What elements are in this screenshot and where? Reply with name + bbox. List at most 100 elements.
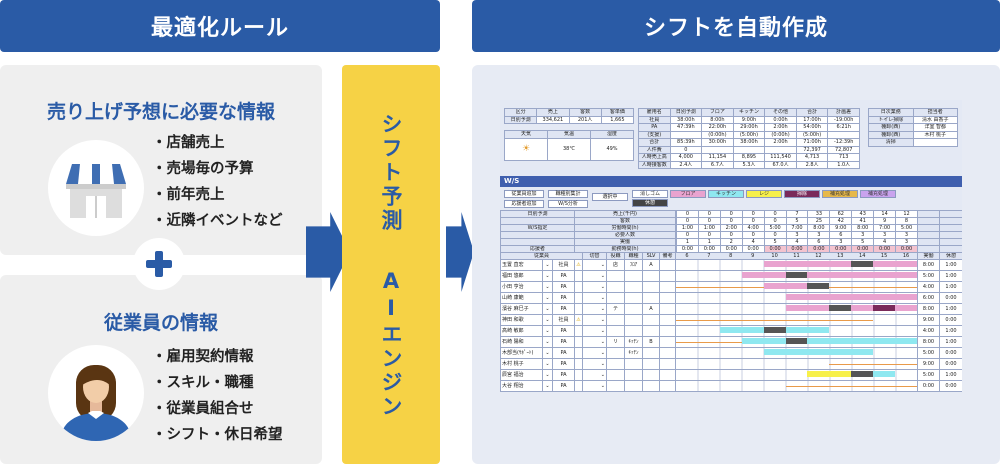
shift-timeline[interactable] <box>675 292 918 304</box>
hour-value: 2:00 <box>719 225 742 231</box>
table-row: ☀ 38℃ 49% <box>504 137 634 161</box>
palette-0[interactable]: 消しゴム <box>632 190 668 198</box>
shift-bar[interactable] <box>785 338 808 344</box>
employee-name-select[interactable]: 木部当(ｻﾎﾟｰﾄ) <box>500 347 543 359</box>
shift-bar[interactable] <box>741 272 917 278</box>
table-row: トイレ掃除 清水 由香子 <box>868 115 958 124</box>
add-support-button[interactable]: 応援者追加 <box>504 200 544 208</box>
employee-name-select[interactable]: 小田 亨治 <box>500 281 543 293</box>
sales-info-item: ・近隣イベントなど <box>152 213 283 229</box>
employee-name-select[interactable]: 辰宮 福治 <box>500 369 543 381</box>
switch-select[interactable]: ⌄ <box>582 259 607 271</box>
shift-bar[interactable] <box>807 371 852 377</box>
table-cell: 合計 <box>638 138 671 147</box>
shift-bar[interactable] <box>829 305 852 311</box>
palette-break[interactable]: 休憩 <box>632 199 668 207</box>
job-summary-button[interactable]: 職種別集計 <box>548 190 588 198</box>
add-employee-button[interactable]: 従業員追加 <box>504 190 544 198</box>
table-cell: 8:00h <box>701 115 734 124</box>
shift-bar[interactable] <box>763 349 874 355</box>
shift-bar[interactable] <box>873 305 896 311</box>
switch-select[interactable]: ⌄ <box>582 325 607 337</box>
shift-bar[interactable] <box>741 338 917 344</box>
employee-name-select[interactable]: 福田 悠郎 <box>500 270 543 282</box>
slv-header: SLV <box>642 252 660 260</box>
palette-4[interactable]: 掃除 <box>784 190 820 198</box>
hour-value: 5 <box>851 239 873 245</box>
employee-row: 辰宮 福治 ⌄ PA ⌄ 5:00 1:00 <box>500 369 962 381</box>
warning-icon <box>574 292 583 304</box>
switch-select[interactable]: ⌄ <box>582 292 607 304</box>
table-cell: 2:00h <box>764 123 797 132</box>
employee-name-select[interactable]: 石崎 陽和 <box>500 336 543 348</box>
shift-bar[interactable] <box>763 283 808 289</box>
employee-name-select[interactable]: 濱谷 麻巳子 <box>500 303 543 315</box>
palette-2[interactable]: キッチン <box>708 190 744 198</box>
switch-select[interactable]: ⌄ <box>582 380 607 392</box>
shift-timeline[interactable] <box>675 358 918 370</box>
palette-5[interactable]: 補充処理 <box>822 190 858 198</box>
employee-name-select[interactable]: 木村 桃子 <box>500 358 543 370</box>
shift-timeline[interactable] <box>675 303 918 315</box>
rest-hours: 0:00 <box>939 380 962 392</box>
shift-bar[interactable] <box>873 371 896 377</box>
table-cell: 人時売上高 <box>638 153 671 162</box>
shift-timeline[interactable] <box>675 281 918 293</box>
shift-bar[interactable] <box>851 261 874 267</box>
switch-select[interactable]: ⌄ <box>582 314 607 326</box>
sales-info-panel: 売り上げ予想に必要な情報 ・店舗売上 ・売場毎の予算 ・前年売上 ・近隣イベント… <box>0 65 322 255</box>
switch-select[interactable]: ⌄ <box>582 358 607 370</box>
column-header: 気温 <box>547 130 591 139</box>
job-cell <box>624 281 643 293</box>
employee-name-select[interactable]: 山崎 康範 <box>500 292 543 304</box>
shift-bar[interactable] <box>785 294 917 300</box>
hour-value: 0 <box>719 211 742 217</box>
table-cell: 29:00h <box>732 123 766 132</box>
shift-timeline[interactable] <box>675 325 918 337</box>
hour-label: 8 <box>729 253 733 259</box>
switch-select[interactable]: ⌄ <box>582 369 607 381</box>
note-cell <box>659 259 676 271</box>
shift-timeline[interactable] <box>675 314 918 326</box>
engine-label-1: シフト予測 <box>379 113 403 233</box>
hour-value: 7 <box>785 211 808 217</box>
employee-name-select[interactable]: 大谷 翔治 <box>500 380 543 392</box>
palette-1[interactable]: フロア <box>670 190 706 198</box>
employee-name-select[interactable]: 玉置 直宏 <box>500 259 543 271</box>
shift-bar[interactable] <box>763 261 917 267</box>
shift-bar[interactable] <box>851 371 874 377</box>
shift-timeline[interactable] <box>675 347 918 359</box>
job-cell: ｷｯﾁﾝ <box>624 347 643 359</box>
employee-name-select[interactable]: 高崎 敏郎 <box>500 325 543 337</box>
shift-timeline[interactable] <box>675 259 918 271</box>
switch-select[interactable]: ⌄ <box>582 347 607 359</box>
switch-select[interactable]: ⌄ <box>582 336 607 348</box>
palette-3[interactable]: レジ <box>746 190 782 198</box>
shift-timeline[interactable] <box>675 380 918 392</box>
employment-type: PA <box>552 369 575 381</box>
hour-value: 0:00 <box>895 246 917 252</box>
hour-value: 1:00 <box>676 225 698 231</box>
job-cell <box>624 325 643 337</box>
shift-timeline[interactable] <box>675 270 918 282</box>
employee-name-select[interactable]: 神田 和歌 <box>500 314 543 326</box>
slv-cell <box>642 358 660 370</box>
switch-select[interactable]: ⌄ <box>582 303 607 315</box>
work-period-line <box>829 364 917 365</box>
switch-select[interactable]: ⌄ <box>582 270 607 282</box>
warning-icon <box>574 336 583 348</box>
palette-6[interactable]: 補充処理 <box>860 190 896 198</box>
shift-bar[interactable] <box>763 327 786 333</box>
table-cell: 111,540 <box>764 153 797 162</box>
employee-info-panel: 従業員の情報 ・雇用契約情報 ・スキル・職種 ・従業員組合せ ・シフト・休日希望 <box>0 275 322 464</box>
role-cell <box>606 380 625 392</box>
switch-button[interactable]: 切替 <box>582 252 607 260</box>
selecting-indicator[interactable]: 選択中 <box>592 193 628 201</box>
table-row: 人件費 0 72,397 72,807 <box>638 145 860 154</box>
switch-select[interactable]: ⌄ <box>582 281 607 293</box>
shift-bar[interactable] <box>807 283 830 289</box>
shift-timeline[interactable] <box>675 336 918 348</box>
shift-timeline[interactable] <box>675 369 918 381</box>
ws-analysis-button[interactable]: W/S分析 <box>548 200 588 208</box>
shift-bar[interactable] <box>785 272 808 278</box>
